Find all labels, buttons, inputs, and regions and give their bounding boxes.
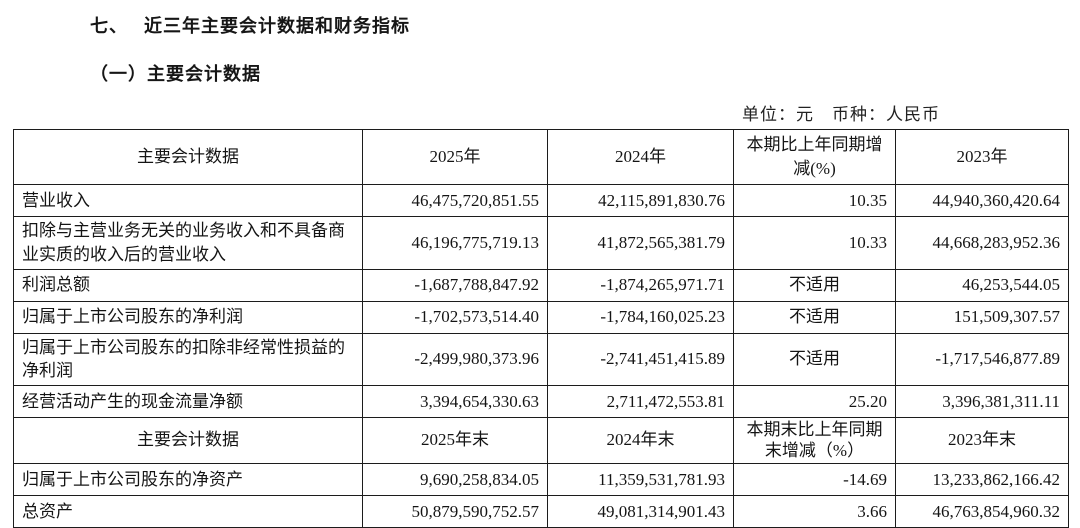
header-cell: 2023年 bbox=[895, 129, 1069, 185]
value-cell: 25.20 bbox=[733, 385, 896, 419]
table-row: 总资产 50,879,590,752.57 49,081,314,901.43 3.6… bbox=[13, 494, 1069, 528]
key-accounting-data-table: 主要会计数据 2025年 2024年 本期比上年同期增减(%) 2023年 营业收入 46,… bbox=[13, 129, 1069, 528]
value-cell: 46,253,544.05 bbox=[895, 268, 1069, 302]
header-cell: 2023年末 bbox=[895, 417, 1069, 464]
value-cell: 44,940,360,420.64 bbox=[895, 184, 1069, 217]
table-row: 归属于上市公司股东的净利润 -1,702,573,514.40 -1,784,160… bbox=[13, 300, 1069, 334]
value-cell: 2,711,472,553.81 bbox=[547, 385, 734, 419]
value-cell: 50,879,590,752.57 bbox=[362, 494, 548, 528]
value-cell: 13,233,862,166.42 bbox=[895, 462, 1069, 496]
header-cell: 本期末比上年同期末增减（%） bbox=[733, 417, 896, 464]
value-cell: -1,717,546,877.89 bbox=[895, 332, 1069, 387]
row-label: 营业收入 bbox=[13, 184, 363, 217]
value-cell: 不适用 bbox=[733, 268, 896, 302]
value-cell: -14.69 bbox=[733, 462, 896, 496]
value-cell: -1,687,788,847.92 bbox=[362, 268, 548, 302]
table-row: 归属于上市公司股东的扣除非经常性损益的净利润 -2,499,980,373.96-… bbox=[13, 332, 1069, 387]
value-cell: 41,872,565,381.79 bbox=[547, 216, 734, 270]
header-cell: 2025年 bbox=[362, 129, 548, 185]
header-cell: 主要会计数据 bbox=[13, 417, 363, 464]
table-row: 营业收入 46,475,720,851.55 42,115,891,830.76 10… bbox=[13, 184, 1069, 217]
header-cell: 主要会计数据 bbox=[13, 129, 363, 185]
row-label: 利润总额 bbox=[13, 268, 363, 302]
section-number: 七、 bbox=[90, 16, 128, 36]
value-cell: 3,394,654,330.63 bbox=[362, 385, 548, 419]
row-label: 扣除与主营业务无关的业务收入和不具备商业实质的收入后的营业收入 bbox=[13, 216, 363, 270]
header-cell: 本期比上年同期增减(%) bbox=[733, 129, 896, 185]
value-cell: 10.33 bbox=[733, 216, 896, 270]
table-row: 利润总额 -1,687,788,847.92 -1,874,265,971.71 不适… bbox=[13, 268, 1069, 302]
value-cell: 10.35 bbox=[733, 184, 896, 217]
value-cell: 46,763,854,960.32 bbox=[895, 494, 1069, 528]
table-row: 归属于上市公司股东的净资产 9,690,258,834.05 11,359,531,… bbox=[13, 462, 1069, 496]
header-cell: 2024年末 bbox=[547, 417, 734, 464]
row-label: 总资产 bbox=[13, 494, 363, 528]
value-cell: -2,499,980,373.96 bbox=[362, 332, 548, 387]
value-cell: 3.66 bbox=[733, 494, 896, 528]
subsection-title: （一）主要会计数据 bbox=[90, 64, 261, 84]
value-cell: -1,702,573,514.40 bbox=[362, 300, 548, 334]
value-cell: 49,081,314,901.43 bbox=[547, 494, 734, 528]
value-cell: 42,115,891,830.76 bbox=[547, 184, 734, 217]
unit-currency-note: 单位：元 币种：人民币 bbox=[742, 105, 940, 124]
value-cell: -2,741,451,415.89 bbox=[547, 332, 734, 387]
value-cell: 151,509,307.57 bbox=[895, 300, 1069, 334]
row-label: 归属于上市公司股东的扣除非经常性损益的净利润 bbox=[13, 332, 363, 387]
value-cell: 9,690,258,834.05 bbox=[362, 462, 548, 496]
value-cell: 11,359,531,781.93 bbox=[547, 462, 734, 496]
section-title-text: 近三年主要会计数据和财务指标 bbox=[144, 16, 410, 36]
value-cell: 不适用 bbox=[733, 332, 896, 387]
row-label: 归属于上市公司股东的净资产 bbox=[13, 462, 363, 496]
row-label: 经营活动产生的现金流量净额 bbox=[13, 385, 363, 419]
header-cell: 2025年末 bbox=[362, 417, 548, 464]
table-row: 经营活动产生的现金流量净额 3,394,654,330.63 2,711,472,5… bbox=[13, 385, 1069, 419]
value-cell: 46,475,720,851.55 bbox=[362, 184, 548, 217]
table-body: 主要会计数据 2025年 2024年 本期比上年同期增减(%) 2023年 营业收入 46,… bbox=[13, 129, 1069, 528]
header-cell: 2024年 bbox=[547, 129, 734, 185]
value-cell: 44,668,283,952.36 bbox=[895, 216, 1069, 270]
section-title: 七、 近三年主要会计数据和财务指标 bbox=[90, 12, 1080, 38]
value-cell: 3,396,381,311.11 bbox=[895, 385, 1069, 419]
value-cell: -1,874,265,971.71 bbox=[547, 268, 734, 302]
period-header-row: 主要会计数据 2025年 2024年 本期比上年同期增减(%) 2023年 bbox=[13, 129, 1069, 185]
table-row: 扣除与主营业务无关的业务收入和不具备商业实质的收入后的营业收入 46,196,77… bbox=[13, 216, 1069, 270]
row-label: 归属于上市公司股东的净利润 bbox=[13, 300, 363, 334]
value-cell: -1,784,160,025.23 bbox=[547, 300, 734, 334]
value-cell: 46,196,775,719.13 bbox=[362, 216, 548, 270]
endpoint-header-row: 主要会计数据 2025年末 2024年末 本期末比上年同期末增减（%） 2023年末 bbox=[13, 417, 1069, 464]
value-cell: 不适用 bbox=[733, 300, 896, 334]
